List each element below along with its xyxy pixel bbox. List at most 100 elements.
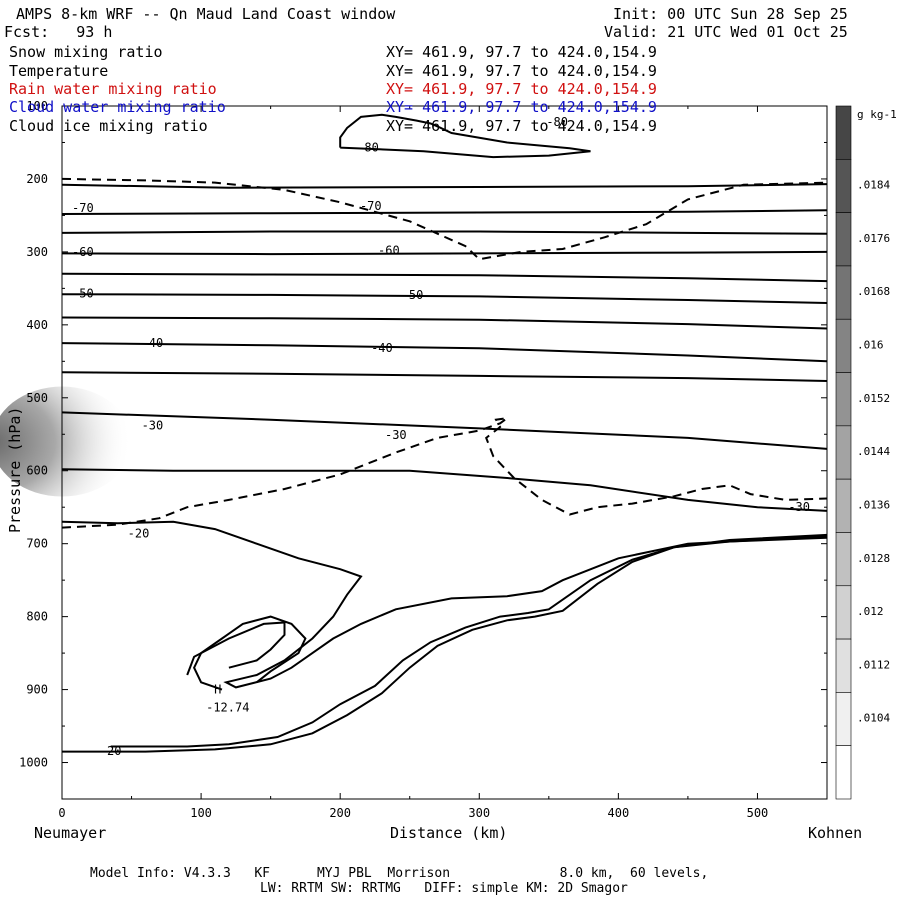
cloud-boundary-contour <box>61 417 828 529</box>
field-coords: XY= 461.9, 97.7 to 424.0,154.9 <box>386 62 657 80</box>
y-tick-label: 600 <box>26 464 48 478</box>
colorbar-swatch <box>835 745 852 800</box>
colorbar-swatch <box>835 692 852 746</box>
isotherm-line <box>62 536 828 753</box>
colorbar-label: .0168 <box>857 285 890 298</box>
colorbar-swatch <box>835 265 852 320</box>
isotherm-line <box>61 183 828 189</box>
y-tick-label: 1000 <box>19 756 48 770</box>
x-tick-label: 0 <box>58 806 65 820</box>
colorbar-swatch <box>835 532 852 587</box>
contour-label: -30 <box>142 419 164 433</box>
contour-label: -60 <box>378 243 400 257</box>
colorbar-swatch <box>835 638 852 693</box>
colorbar-label: .012 <box>857 605 884 618</box>
isotherm-line <box>61 520 828 689</box>
colorbar-label: .0176 <box>857 232 890 245</box>
colorbar-label: .016 <box>857 339 884 352</box>
contour-label: -40 <box>142 336 164 350</box>
colorbar-swatch <box>835 212 852 267</box>
init-time: Init: 00 UTC Sun 28 Sep 25 <box>613 5 848 23</box>
field-coords: XY= 461.9, 97.7 to 424.0,154.9 <box>386 117 657 135</box>
isotherm-line <box>339 113 591 159</box>
contour-label: -80 <box>546 115 568 129</box>
contour-label: -20 <box>100 744 122 758</box>
x-tick-label: 300 <box>468 806 490 820</box>
isotherm-line <box>61 272 828 283</box>
valid-time: Valid: 21 UTC Wed 01 Oct 25 <box>604 23 848 41</box>
colorbar-swatch <box>835 478 852 533</box>
colorbar-label: .0152 <box>857 392 890 405</box>
chart-title: AMPS 8-km WRF -- Qn Maud Land Coast wind… <box>16 5 396 23</box>
footer-physics-info: LW: RRTM SW: RRTMG DIFF: simple KM: 2D S… <box>260 881 628 896</box>
cloud-boundary-contour <box>61 177 828 261</box>
colorbar-label: .0144 <box>857 445 890 458</box>
field-label: Cloud water mixing ratio <box>9 98 226 116</box>
y-tick-label: 700 <box>26 537 48 551</box>
x-tick-label: 400 <box>608 806 630 820</box>
colorbar-label: .0128 <box>857 552 890 565</box>
field-label: Rain water mixing ratio <box>9 80 217 98</box>
y-tick-label: 800 <box>26 610 48 624</box>
contour-label: -60 <box>72 245 94 259</box>
contour-label: -50 <box>72 286 94 300</box>
y-axis-title: Pressure (hPa) <box>6 406 24 533</box>
plot-frame <box>61 105 828 800</box>
y-tick-label: 200 <box>26 172 48 186</box>
x-tick-label: 100 <box>190 806 212 820</box>
contour-label: -70 <box>360 199 382 213</box>
extremum-value: -12.74 <box>206 701 249 715</box>
colorbar-label: .0136 <box>857 498 890 511</box>
contour-label: -30 <box>788 500 810 514</box>
isotherm-line <box>61 293 828 304</box>
colorbar-swatch <box>835 425 852 480</box>
contour-label: -20 <box>128 526 150 540</box>
colorbar-label: .0184 <box>857 179 890 192</box>
isotherm-line <box>61 468 828 512</box>
isotherm-line <box>61 342 828 363</box>
isotherm-line <box>192 615 307 691</box>
field-coords: XY= 461.9, 97.7 to 424.0,154.9 <box>386 80 657 98</box>
isotherm-line <box>61 316 828 330</box>
field-coords: XY= 461.9, 97.7 to 424.0,154.9 <box>386 98 657 116</box>
x-tick-label: 500 <box>747 806 769 820</box>
field-label: Snow mixing ratio <box>9 43 163 61</box>
contour-label: -40 <box>371 341 393 355</box>
field-coords: XY= 461.9, 97.7 to 424.0,154.9 <box>386 43 657 61</box>
forecast-hour: Fcst: 93 h <box>4 23 113 41</box>
isotherm-line <box>186 621 286 676</box>
contour-label: -70 <box>72 201 94 215</box>
x-axis-title: Distance (km) <box>390 824 508 842</box>
y-tick-label: 300 <box>26 245 48 259</box>
footer-model-info: Model Info: V4.3.3 KF MYJ PBL Morrison 8… <box>90 866 709 881</box>
isotherm-line <box>110 533 828 748</box>
extremum-marker: H <box>214 683 221 697</box>
y-tick-label: 500 <box>26 391 48 405</box>
field-label: Temperature <box>9 62 109 80</box>
isotherm-line <box>61 371 828 382</box>
x-left-label: Neumayer <box>34 824 107 842</box>
y-tick-label: 900 <box>26 683 48 697</box>
colorbar-swatch <box>835 585 852 640</box>
colorbar-unit: g kg-1 <box>857 108 897 121</box>
contour-label: -80 <box>357 141 379 155</box>
isotherm-line <box>61 230 828 235</box>
colorbar-swatch <box>835 318 852 373</box>
isotherm-line <box>61 209 828 215</box>
colorbar-swatch <box>835 159 852 213</box>
field-label: Cloud ice mixing ratio <box>9 117 208 135</box>
colorbar-swatch <box>835 105 852 160</box>
colorbar-label: .0112 <box>857 658 890 671</box>
isotherm-line <box>61 250 828 256</box>
y-tick-label: 400 <box>26 318 48 332</box>
y-tick-label: 100 <box>26 99 48 113</box>
isotherm-line <box>61 411 828 450</box>
colorbar-swatch <box>835 372 852 427</box>
x-right-label: Kohnen <box>808 824 863 842</box>
colorbar-label: .0104 <box>857 712 890 725</box>
x-tick-label: 200 <box>329 806 351 820</box>
contour-label: -50 <box>402 288 424 302</box>
contour-label: -30 <box>385 428 407 442</box>
